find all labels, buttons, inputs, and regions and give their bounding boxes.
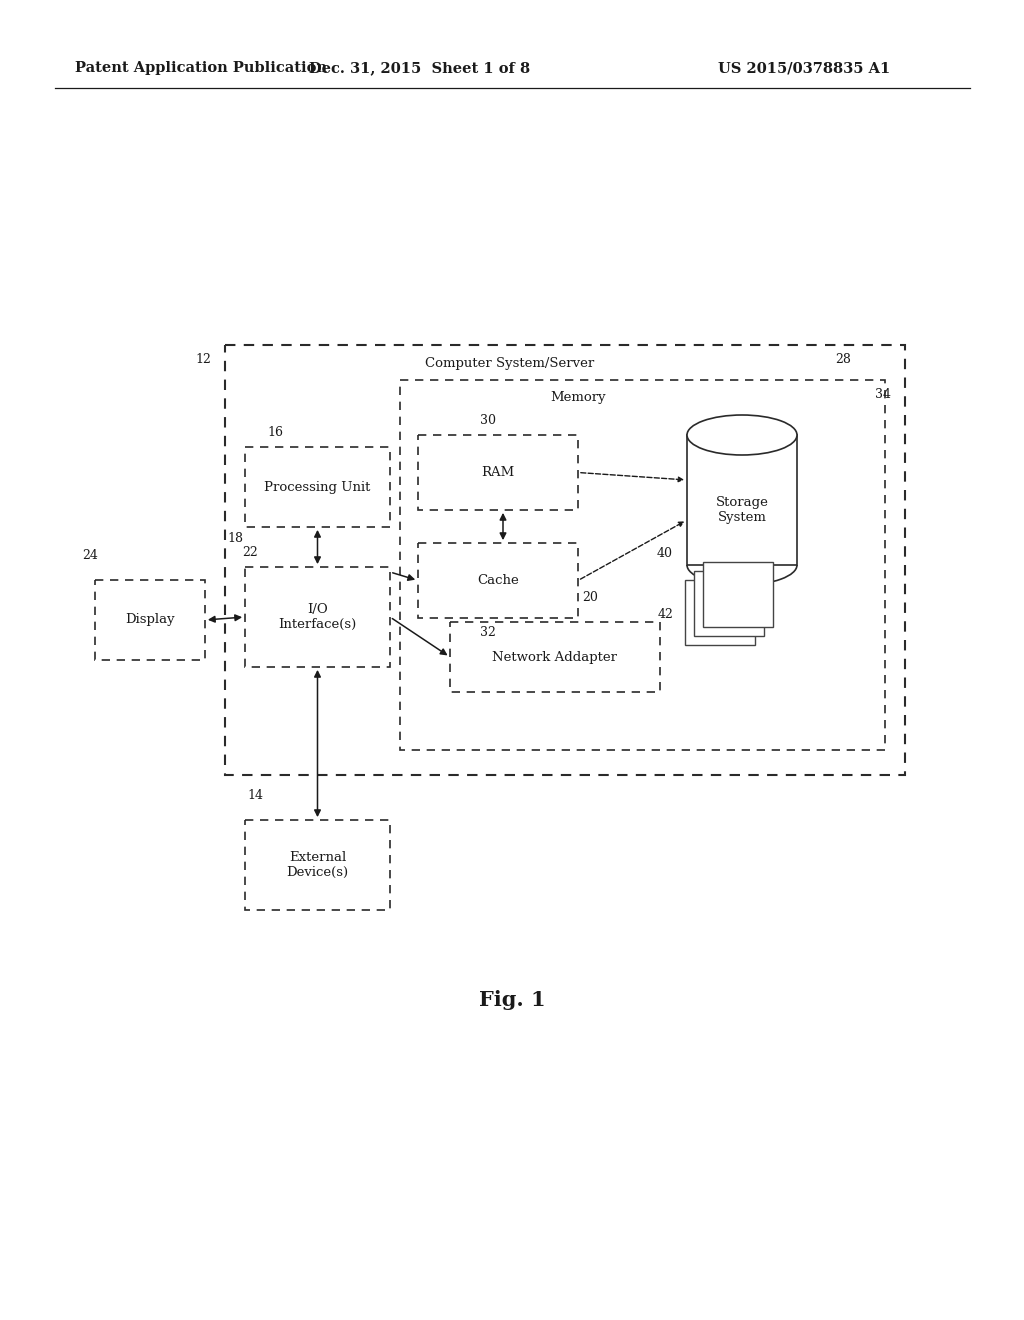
Bar [95,579,205,660]
Text: RAM: RAM [481,466,515,479]
Bar [225,345,905,775]
Text: 40: 40 [657,546,673,560]
Bar [703,562,773,627]
Text: Fig. 1: Fig. 1 [478,990,546,1010]
Text: 34: 34 [874,388,891,401]
Text: 32: 32 [480,626,496,639]
Text: 14: 14 [247,789,263,803]
Ellipse shape [687,414,797,455]
Text: Cache: Cache [477,574,519,587]
Text: Processing Unit: Processing Unit [264,480,371,494]
Bar [245,568,390,667]
Text: External
Device(s): External Device(s) [287,851,348,879]
Bar [400,380,885,750]
Bar [418,436,578,510]
Text: 16: 16 [267,426,283,440]
Text: US 2015/0378835 A1: US 2015/0378835 A1 [718,61,890,75]
Text: 24: 24 [82,549,98,562]
Bar [687,436,797,565]
Text: 28: 28 [835,352,851,366]
Text: Network Addapter: Network Addapter [493,651,617,664]
Text: 12: 12 [196,352,211,366]
Bar [245,820,390,909]
Text: 22: 22 [242,546,258,558]
Bar [685,579,755,645]
Text: Patent Application Publication: Patent Application Publication [75,61,327,75]
Bar [450,622,660,692]
Text: 30: 30 [480,414,496,426]
Text: Dec. 31, 2015  Sheet 1 of 8: Dec. 31, 2015 Sheet 1 of 8 [309,61,530,75]
Text: Computer System/Server: Computer System/Server [425,356,594,370]
Text: Storage
System: Storage System [716,496,768,524]
Text: 20: 20 [582,591,598,605]
Text: 18: 18 [227,532,243,545]
Bar [245,447,390,527]
Text: Display: Display [125,614,175,627]
Text: I/O
Interface(s): I/O Interface(s) [279,603,356,631]
Text: Memory: Memory [550,392,605,404]
Bar [418,543,578,618]
Bar [694,572,764,636]
Text: 42: 42 [657,609,673,622]
